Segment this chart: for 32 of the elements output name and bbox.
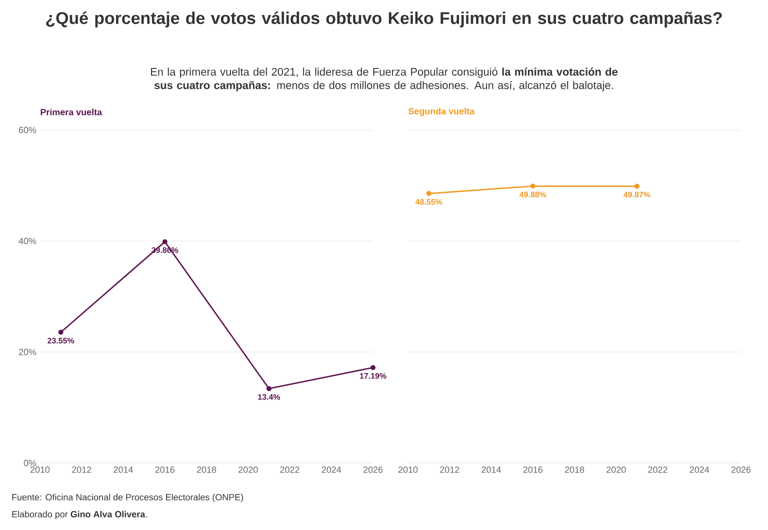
- text: Primera vuelta: [40, 108, 102, 116]
- point: [370, 365, 376, 370]
- x-tick-label: 2018: [564, 466, 584, 473]
- text: Segunda vuelta: [408, 108, 475, 116]
- text: Elaborado por Gino Alva Olivera.: [12, 510, 147, 520]
- x-tick-label: 2020: [606, 466, 626, 473]
- x-tick-label: 2014: [482, 466, 501, 473]
- x-tick-label: 2024: [322, 466, 342, 473]
- y-tick-label: 20%: [18, 348, 36, 356]
- x-tick-label: 2010: [30, 466, 50, 473]
- point: [58, 330, 64, 335]
- x-tick-label: 2022: [280, 466, 300, 473]
- x-tick-label: 2012: [72, 466, 92, 473]
- y-tick-label: 0%: [24, 460, 36, 466]
- x-tick-label: 2016: [523, 466, 542, 473]
- y-tick-label: 40%: [18, 238, 36, 244]
- x-tick-label: 2016: [155, 466, 174, 473]
- x-tick-label: 2020: [238, 466, 258, 473]
- source-note: Fuente: Oficina Nacional de Procesos Electorales (ONPE): [12, 494, 244, 502]
- x-tick-label: 2018: [196, 466, 216, 473]
- point: [162, 239, 168, 244]
- x-tick-label: 2010: [398, 466, 418, 473]
- x-tick-label: 2014: [114, 466, 133, 473]
- y-tick-label: 60%: [18, 126, 36, 134]
- chart-title: ¿Qué porcentaje de votos válidos obtuvo Keiko Fujimori en sus cuatro campañas?: [46, 12, 722, 28]
- point: [266, 386, 272, 392]
- x-tick-label: 2026: [363, 466, 383, 473]
- x-tick-label: 2024: [690, 466, 710, 473]
- x-tick-label: 2022: [648, 466, 668, 473]
- x-tick-label: 2012: [440, 466, 460, 473]
- text: En la primera vuelta del 2021, la lideresa de Fuerza Popular consiguió la mínima votación de sus cuatro campañas: menos de dos millones de adhesiones. Aun así, alcanzó el balotaje.: [151, 68, 618, 92]
- x-tick-label: 2026: [731, 466, 751, 473]
